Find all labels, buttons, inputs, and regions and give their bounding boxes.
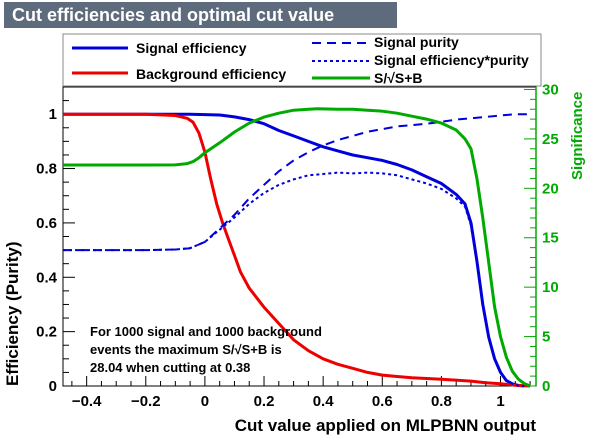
legend-box <box>62 33 542 87</box>
x-tick-label: −0.2 <box>131 393 161 410</box>
y-axis: 0 0.2 0.4 0.6 0.8 1 <box>36 100 75 395</box>
x-tick-label: 0.6 <box>372 393 393 410</box>
y2-axis: 0 5 10 15 20 25 30 <box>524 81 559 395</box>
y2-tick-label: 10 <box>542 279 559 296</box>
y-tick-label: 0 <box>49 378 57 395</box>
series-line-signal-efficiency-purity <box>63 171 525 387</box>
y-tick-label: 1 <box>49 106 57 123</box>
annotation-line-1: For 1000 signal and 1000 background <box>90 324 322 339</box>
y2-tick-label: 15 <box>542 230 559 247</box>
y-tick-label: 0.2 <box>36 324 57 341</box>
series-group <box>63 107 531 388</box>
y-tick-label: 0.6 <box>36 215 57 232</box>
annotation-line-2: events the maximum S/√S+B is <box>90 342 282 357</box>
y2-tick-label: 5 <box>542 329 550 346</box>
legend-label-signal-efficiency: Signal efficiency <box>136 40 247 56</box>
legend-label-signal-purity: Signal purity <box>374 34 459 50</box>
y-tick-label: 0.8 <box>36 161 57 178</box>
series-line-background-efficiency <box>63 112 531 388</box>
chart-title: Cut efficiencies and optimal cut value <box>4 2 397 28</box>
x-tick-label: −0.4 <box>72 393 102 410</box>
legend-label-background-efficiency: Background efficiency <box>136 66 286 82</box>
y2-tick-label: 0 <box>542 378 550 395</box>
y-tick-label: 0.4 <box>36 269 58 286</box>
y2-axis-label: Significance <box>569 92 586 180</box>
x-tick-label: 0.8 <box>431 393 452 410</box>
annotation-line-3: 28.04 when cutting at 0.38 <box>90 360 250 375</box>
legend-label-signal-eff-purity: Signal efficiency*purity <box>374 52 529 68</box>
y-axis-label: Efficiency (Purity) <box>3 241 22 386</box>
x-tick-label: 0 <box>201 393 209 410</box>
y2-tick-label: 30 <box>542 81 559 98</box>
x-tick-label: 0.2 <box>254 393 275 410</box>
y2-tick-label: 20 <box>542 180 559 197</box>
legend-label-significance: S/√S+B <box>374 70 423 86</box>
x-tick-label: 1 <box>496 393 504 410</box>
x-axis-label: Cut value applied on MLPBNN output <box>235 416 537 435</box>
series-line-signal-purity <box>63 113 531 252</box>
x-axis: −0.4 −0.2 0 0.2 0.4 0.6 0.8 1 <box>71 376 531 410</box>
series-line-s-s-b <box>63 107 531 388</box>
x-tick-label: 0.4 <box>313 393 335 410</box>
y2-tick-label: 25 <box>542 131 559 148</box>
annotation: For 1000 signal and 1000 background even… <box>90 324 322 375</box>
legend: Signal efficiency Background efficiency … <box>62 33 542 87</box>
